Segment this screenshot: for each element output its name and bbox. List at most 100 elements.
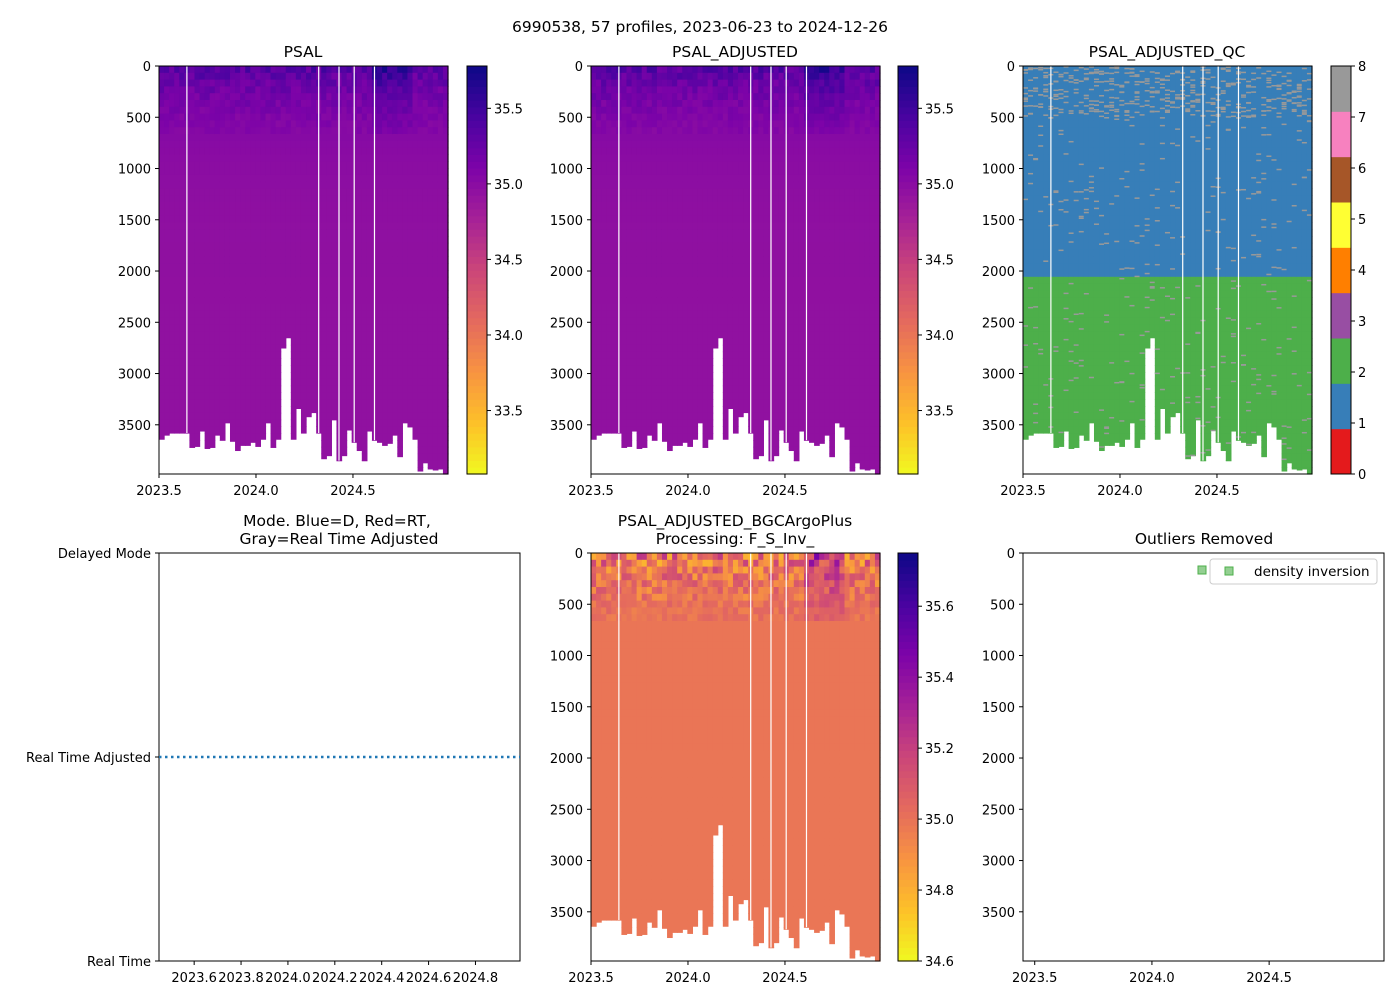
heat-cell xyxy=(306,86,312,94)
heat-cell xyxy=(692,399,699,407)
heat-cell xyxy=(356,134,363,142)
heat-cell xyxy=(295,331,302,339)
heat-cell xyxy=(626,161,633,169)
heat-cell xyxy=(387,208,393,217)
heat-cell xyxy=(326,406,332,414)
heat-cell xyxy=(687,385,694,393)
heat-cell xyxy=(427,331,434,339)
heat-cell xyxy=(601,317,607,325)
heat-cell xyxy=(280,106,287,115)
heat-cell xyxy=(656,174,663,183)
heat-cell xyxy=(306,406,312,414)
heat-cell xyxy=(285,168,292,176)
heat-cell xyxy=(626,440,633,447)
heat-cell xyxy=(656,106,663,115)
heat-cell xyxy=(722,154,729,162)
heat-cell xyxy=(341,324,348,332)
heat-cell xyxy=(280,222,287,230)
heat-cell xyxy=(387,222,393,230)
heat-cell xyxy=(667,100,673,108)
colorbar-step xyxy=(467,419,487,427)
heat-cell xyxy=(199,304,206,312)
heat-cell xyxy=(407,229,414,237)
heat-cell xyxy=(717,93,724,101)
heat-cell xyxy=(265,365,272,373)
heat-cell xyxy=(732,229,739,237)
heat-cell xyxy=(621,174,628,183)
heat-cell xyxy=(199,283,206,291)
heat-cell xyxy=(697,331,704,339)
heat-cell xyxy=(204,154,211,162)
heat-cell xyxy=(727,378,734,387)
heat-cell xyxy=(290,161,297,169)
heat-cell xyxy=(209,195,216,203)
heat-cell xyxy=(255,188,262,196)
heat-cell xyxy=(306,270,312,278)
heat-cell xyxy=(656,331,663,339)
heat-cell xyxy=(204,79,211,87)
heat-cell xyxy=(285,317,292,325)
heat-cell xyxy=(651,276,658,285)
heat-cell xyxy=(164,93,170,101)
heat-cell xyxy=(646,113,653,121)
heat-cell xyxy=(341,215,348,223)
heat-cell xyxy=(717,215,724,223)
heat-cell xyxy=(331,72,338,81)
heat-cell xyxy=(692,154,699,162)
heat-cell xyxy=(392,188,398,196)
heat-cell xyxy=(672,242,678,251)
heat-cell xyxy=(626,215,633,223)
heat-cell xyxy=(306,188,312,196)
heat-cell xyxy=(387,202,393,210)
heat-cell xyxy=(437,161,444,169)
heat-cell xyxy=(596,406,602,414)
heat-cell xyxy=(229,372,236,380)
heat-cell xyxy=(204,188,211,196)
heat-cell xyxy=(601,283,607,291)
heat-cell xyxy=(717,331,724,339)
heat-cell xyxy=(631,426,638,432)
heat-cell xyxy=(397,106,403,115)
heat-cell xyxy=(636,79,643,87)
heat-cell xyxy=(636,290,643,298)
heat-cell xyxy=(235,419,241,427)
heat-cell xyxy=(727,140,734,149)
heat-cell xyxy=(631,351,638,359)
heat-cell xyxy=(290,242,297,251)
heat-cell xyxy=(606,304,612,312)
heat-cell xyxy=(240,378,246,387)
heat-cell xyxy=(321,310,327,319)
heat-cell xyxy=(412,154,419,162)
heat-cell xyxy=(159,392,165,400)
heat-cell xyxy=(412,188,419,196)
heat-cell xyxy=(321,378,327,387)
heat-cell xyxy=(260,127,267,135)
heat-cell xyxy=(712,120,719,128)
heat-cell xyxy=(432,168,439,176)
heat-cell xyxy=(290,365,297,373)
heat-cell xyxy=(641,222,648,230)
heat-cell xyxy=(331,365,338,373)
heat-cell xyxy=(402,378,409,387)
heat-cell xyxy=(738,161,744,169)
heat-cell xyxy=(265,154,272,162)
heat-cell xyxy=(606,86,612,94)
heat-cell xyxy=(331,399,338,407)
heat-cell xyxy=(235,188,241,196)
heat-cell xyxy=(412,222,419,230)
heat-cell xyxy=(672,324,678,332)
heat-cell xyxy=(285,297,292,305)
heat-cell xyxy=(727,113,734,121)
heat-cell xyxy=(214,242,221,251)
heat-cell xyxy=(661,161,668,169)
heat-cell xyxy=(432,276,439,285)
heat-cell xyxy=(387,140,393,149)
heat-cell xyxy=(687,113,694,121)
heat-cell xyxy=(672,236,678,244)
heat-cell xyxy=(738,297,744,305)
heat-cell xyxy=(402,338,409,346)
heat-cell xyxy=(356,127,363,135)
heat-cell xyxy=(707,392,714,400)
heat-cell xyxy=(290,215,297,223)
heat-cell xyxy=(677,181,683,189)
